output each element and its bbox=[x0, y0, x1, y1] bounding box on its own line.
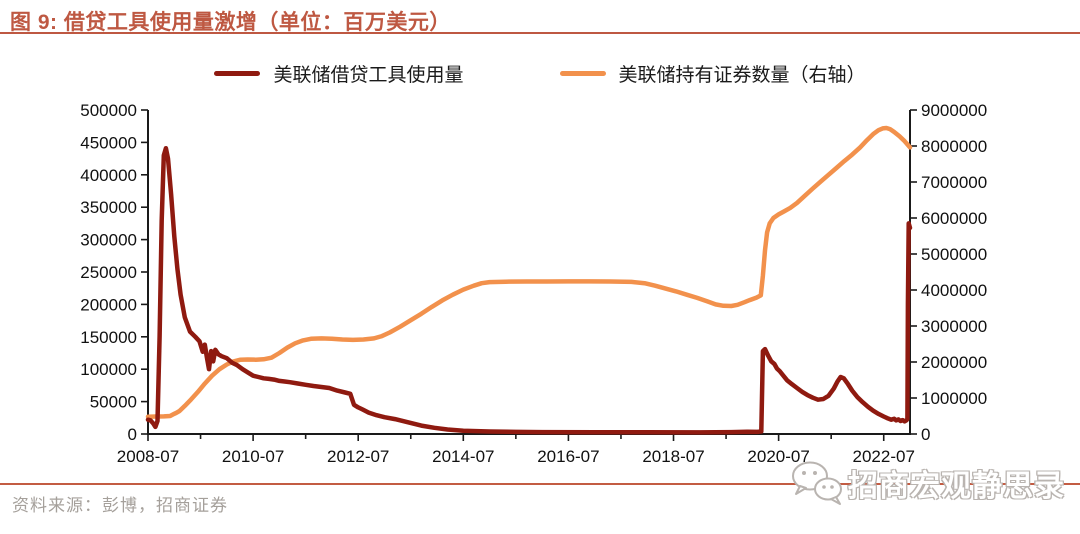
y-axis-label-right: 4000000 bbox=[921, 281, 987, 300]
y-axis-label-right: 8000000 bbox=[921, 137, 987, 156]
y-axis-label-left: 450000 bbox=[80, 133, 137, 152]
y-axis-label-right: 2000000 bbox=[921, 353, 987, 372]
x-axis-label: 2008-07 bbox=[117, 447, 179, 466]
footer-rule bbox=[0, 483, 1080, 485]
y-axis-label-left: 150000 bbox=[80, 328, 137, 347]
legend-label: 美联储借贷工具使用量 bbox=[273, 65, 464, 86]
x-axis-label: 2014-07 bbox=[432, 447, 494, 466]
y-axis-label-right: 6000000 bbox=[921, 209, 987, 228]
legend-item-lending: 美联储借贷工具使用量 bbox=[214, 60, 464, 87]
x-axis-label: 2016-07 bbox=[537, 447, 599, 466]
y-axis-label-left: 500000 bbox=[80, 101, 137, 120]
series-line-lending bbox=[145, 145, 913, 435]
y-axis-label-left: 250000 bbox=[80, 263, 137, 282]
x-axis-label: 2012-07 bbox=[327, 447, 389, 466]
watermark-text: 招商宏观静思录 bbox=[848, 470, 1065, 503]
y-axis-label-left: 0 bbox=[128, 425, 137, 444]
y-axis-label-right: 3000000 bbox=[921, 317, 987, 336]
source-note: 资料来源：彭博，招商证券 bbox=[12, 496, 228, 515]
chart-legend: 美联储借贷工具使用量 美联储持有证券数量（右轴） bbox=[0, 60, 1080, 87]
x-axis-label: 2022-07 bbox=[853, 447, 915, 466]
watermark: 招商宏观静思录 bbox=[786, 456, 1065, 510]
y-axis-label-right: 7000000 bbox=[921, 173, 987, 192]
y-axis-label-left: 50000 bbox=[90, 393, 137, 412]
y-axis-label-right: 5000000 bbox=[921, 245, 987, 264]
legend-label: 美联储持有证券数量（右轴） bbox=[618, 65, 866, 86]
x-axis-label: 2020-07 bbox=[747, 447, 809, 466]
legend-item-securities: 美联储持有证券数量（右轴） bbox=[559, 60, 866, 87]
y-axis-label-left: 200000 bbox=[80, 295, 137, 314]
y-axis-label-right: 1000000 bbox=[921, 389, 987, 408]
x-axis-label: 2010-07 bbox=[222, 447, 284, 466]
y-axis-label-left: 300000 bbox=[80, 231, 137, 250]
y-axis-label-left: 350000 bbox=[80, 198, 137, 217]
y-axis-label-right: 9000000 bbox=[921, 101, 987, 120]
legend-marker-orange bbox=[559, 71, 606, 76]
page-title: 图 9: 借贷工具使用量激增（单位：百万美元） bbox=[10, 11, 451, 34]
y-axis-label-left: 100000 bbox=[80, 360, 137, 379]
legend-marker-red bbox=[214, 71, 261, 76]
series-line-securities bbox=[145, 125, 913, 419]
x-axis-label: 2018-07 bbox=[642, 447, 704, 466]
y-axis-label-right: 0 bbox=[921, 425, 930, 444]
wechat-icon bbox=[792, 461, 842, 505]
title-underline bbox=[0, 32, 1080, 34]
y-axis-label-left: 400000 bbox=[80, 166, 137, 185]
